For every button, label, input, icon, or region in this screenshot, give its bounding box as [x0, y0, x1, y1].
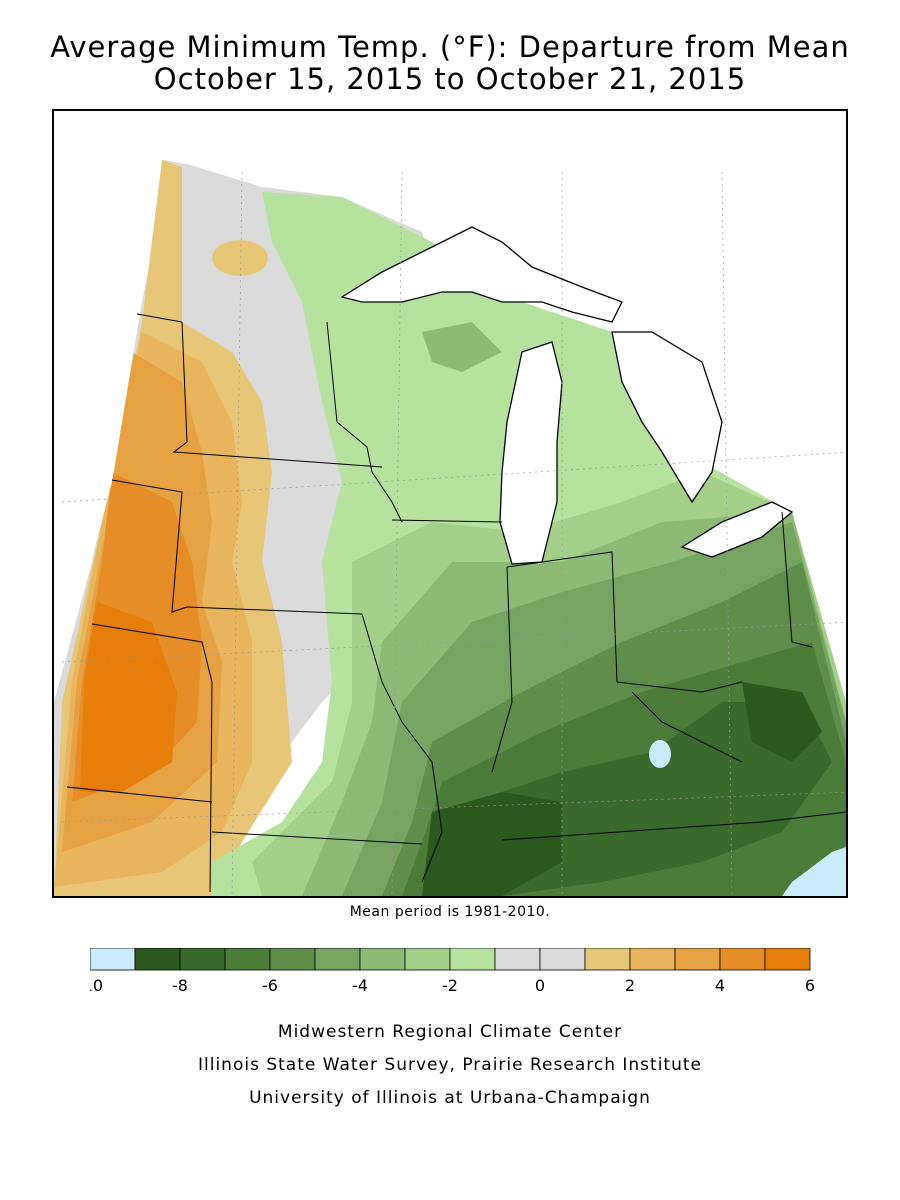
map-title-line1: Average Minimum Temp. (°F): Departure fr… — [50, 30, 850, 64]
mean-period-note: Mean period is 1981-2010. — [349, 904, 551, 920]
region-cool-8b — [742, 682, 822, 762]
state-boundaries — [66, 313, 846, 893]
footer-line2: Illinois State Water Survey, Prairie Res… — [198, 1055, 702, 1075]
legend-tick-label: -2 — [442, 976, 458, 995]
region-cool-upper-mi — [422, 322, 502, 372]
legend-tick-label: -10 — [90, 976, 103, 995]
warm-spot-nd — [212, 240, 268, 276]
legend-bin — [90, 948, 136, 971]
departure-map — [52, 109, 848, 898]
legend-bin — [764, 948, 811, 971]
cold-spot-sw — [782, 847, 846, 896]
legend-bin — [449, 948, 496, 971]
color-legend: -10 -8 -6 -4 -2 0 2 4 6 — [90, 948, 815, 995]
legend-tick-label: 2 — [625, 976, 635, 995]
footer-line3: University of Illinois at Urbana-Champai… — [249, 1088, 651, 1108]
legend-tick-label: 0 — [535, 976, 545, 995]
graticule — [61, 171, 846, 896]
region-cool-8 — [422, 792, 562, 896]
legend-bin — [269, 948, 316, 971]
lake-huron — [611, 331, 723, 504]
footer-line1: Midwestern Regional Climate Center — [277, 1022, 623, 1042]
legend-bin — [404, 948, 451, 971]
lake-erie — [680, 501, 794, 558]
legend-tick-label: -6 — [262, 976, 278, 995]
legend-tick-label: 6 — [805, 976, 815, 995]
legend-bin — [179, 948, 226, 971]
legend-bin — [224, 948, 271, 971]
legend-bin — [719, 948, 766, 971]
legend-bin — [314, 948, 361, 971]
map-canvas — [54, 111, 846, 896]
cold-spot-ky — [649, 740, 671, 768]
map-title-line2: October 15, 2015 to October 21, 2015 — [153, 62, 747, 96]
legend-bin — [134, 948, 181, 971]
lake-superior — [340, 226, 623, 323]
legend-bin — [539, 948, 586, 971]
domain-mask-north — [54, 111, 846, 702]
legend-bin — [359, 948, 406, 971]
legend-tick-label: 4 — [715, 976, 725, 995]
legend-tick-label: -8 — [172, 976, 188, 995]
legend-bin — [494, 948, 541, 971]
legend-bin — [629, 948, 676, 971]
legend-bin — [674, 948, 721, 971]
legend-tick-label: -4 — [352, 976, 368, 995]
region-warm-5 — [80, 602, 177, 792]
legend-bin — [584, 948, 631, 971]
